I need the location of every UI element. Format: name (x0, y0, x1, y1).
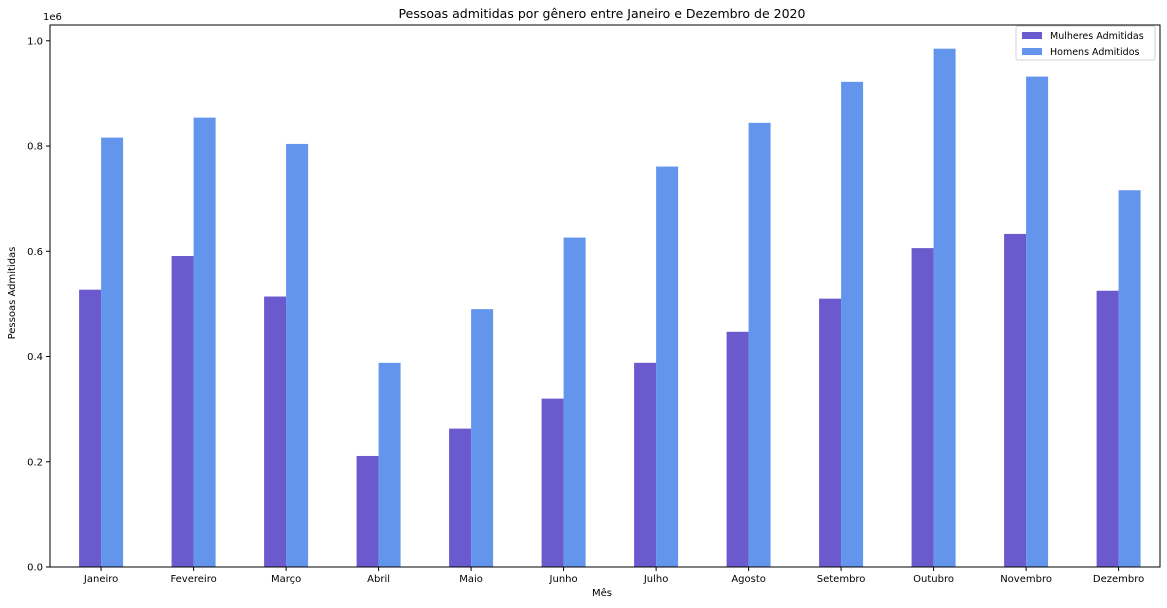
x-tick-label: Dezembro (1093, 574, 1144, 585)
bar-mulheres-7 (726, 331, 749, 567)
bar-homens-7 (748, 122, 771, 567)
x-tick-label: Junho (549, 574, 578, 585)
x-tick-label: Agosto (731, 574, 766, 585)
y-tick-label: 0.8 (27, 142, 43, 153)
bar-homens-8 (841, 81, 864, 568)
bar-mulheres-3 (356, 455, 379, 567)
bar-mulheres-9 (911, 248, 934, 567)
x-tick-label: Maio (459, 574, 483, 585)
axes-frame (49, 24, 1161, 568)
bar-mulheres-10 (1004, 233, 1027, 567)
plot-area: 0.0 0.2 0.4 0.6 0.8 1.0 Janeiro Fevereiro Março A… (27, 24, 1161, 585)
legend-label-homens: Homens Admitidos (1050, 47, 1140, 58)
bar-mulheres-2 (264, 296, 287, 567)
y-tick-label: 0.4 (27, 352, 43, 363)
bar-mulheres-4 (449, 428, 472, 567)
bar-homens-9 (933, 48, 956, 567)
bar-homens-5 (563, 237, 586, 568)
bar-mulheres-1 (171, 256, 194, 567)
x-tick-label: Setembro (817, 574, 866, 585)
bar-homens-1 (193, 117, 216, 568)
x-axis-label: Mês (592, 587, 612, 599)
legend: Mulheres Admitidas Homens Admitidos (1015, 25, 1156, 61)
x-tick-label: Outubro (913, 574, 954, 585)
bar-homens-10 (1026, 76, 1049, 567)
chart-title: Pessoas admitidas por gênero entre Janei… (399, 6, 806, 21)
x-tick-label: Novembro (1000, 574, 1052, 585)
y-tick-label: 0.2 (27, 457, 43, 468)
x-tick-label: Janeiro (83, 574, 118, 585)
bar-mulheres-11 (1096, 290, 1119, 567)
x-tick-label: Abril (367, 574, 390, 585)
bar-homens-3 (378, 362, 401, 567)
legend-swatch-homens (1022, 48, 1042, 55)
bar-homens-11 (1118, 190, 1141, 567)
x-tick-label: Março (271, 574, 301, 585)
legend-swatch-mulheres (1022, 32, 1042, 39)
x-tick-label: Julho (643, 574, 669, 585)
bar-mulheres-6 (634, 362, 657, 567)
bar-mulheres-8 (819, 298, 842, 567)
bar-homens-4 (471, 309, 494, 567)
legend-box (1015, 25, 1156, 61)
bar-homens-0 (101, 137, 124, 567)
legend-label-mulheres: Mulheres Admitidas (1050, 31, 1144, 42)
bar-mulheres-5 (541, 398, 564, 567)
x-tick-label: Fevereiro (170, 574, 216, 585)
scale-label: 1e6 (43, 12, 62, 23)
bar-mulheres-0 (79, 289, 102, 567)
bar-homens-6 (656, 166, 679, 567)
y-tick-label: 1.0 (27, 36, 43, 47)
y-tick-label: 0.0 (27, 563, 43, 574)
bar-homens-2 (286, 143, 309, 568)
y-tick-label: 0.6 (27, 247, 43, 258)
y-axis-label: Pessoas Admitidas (7, 247, 18, 340)
